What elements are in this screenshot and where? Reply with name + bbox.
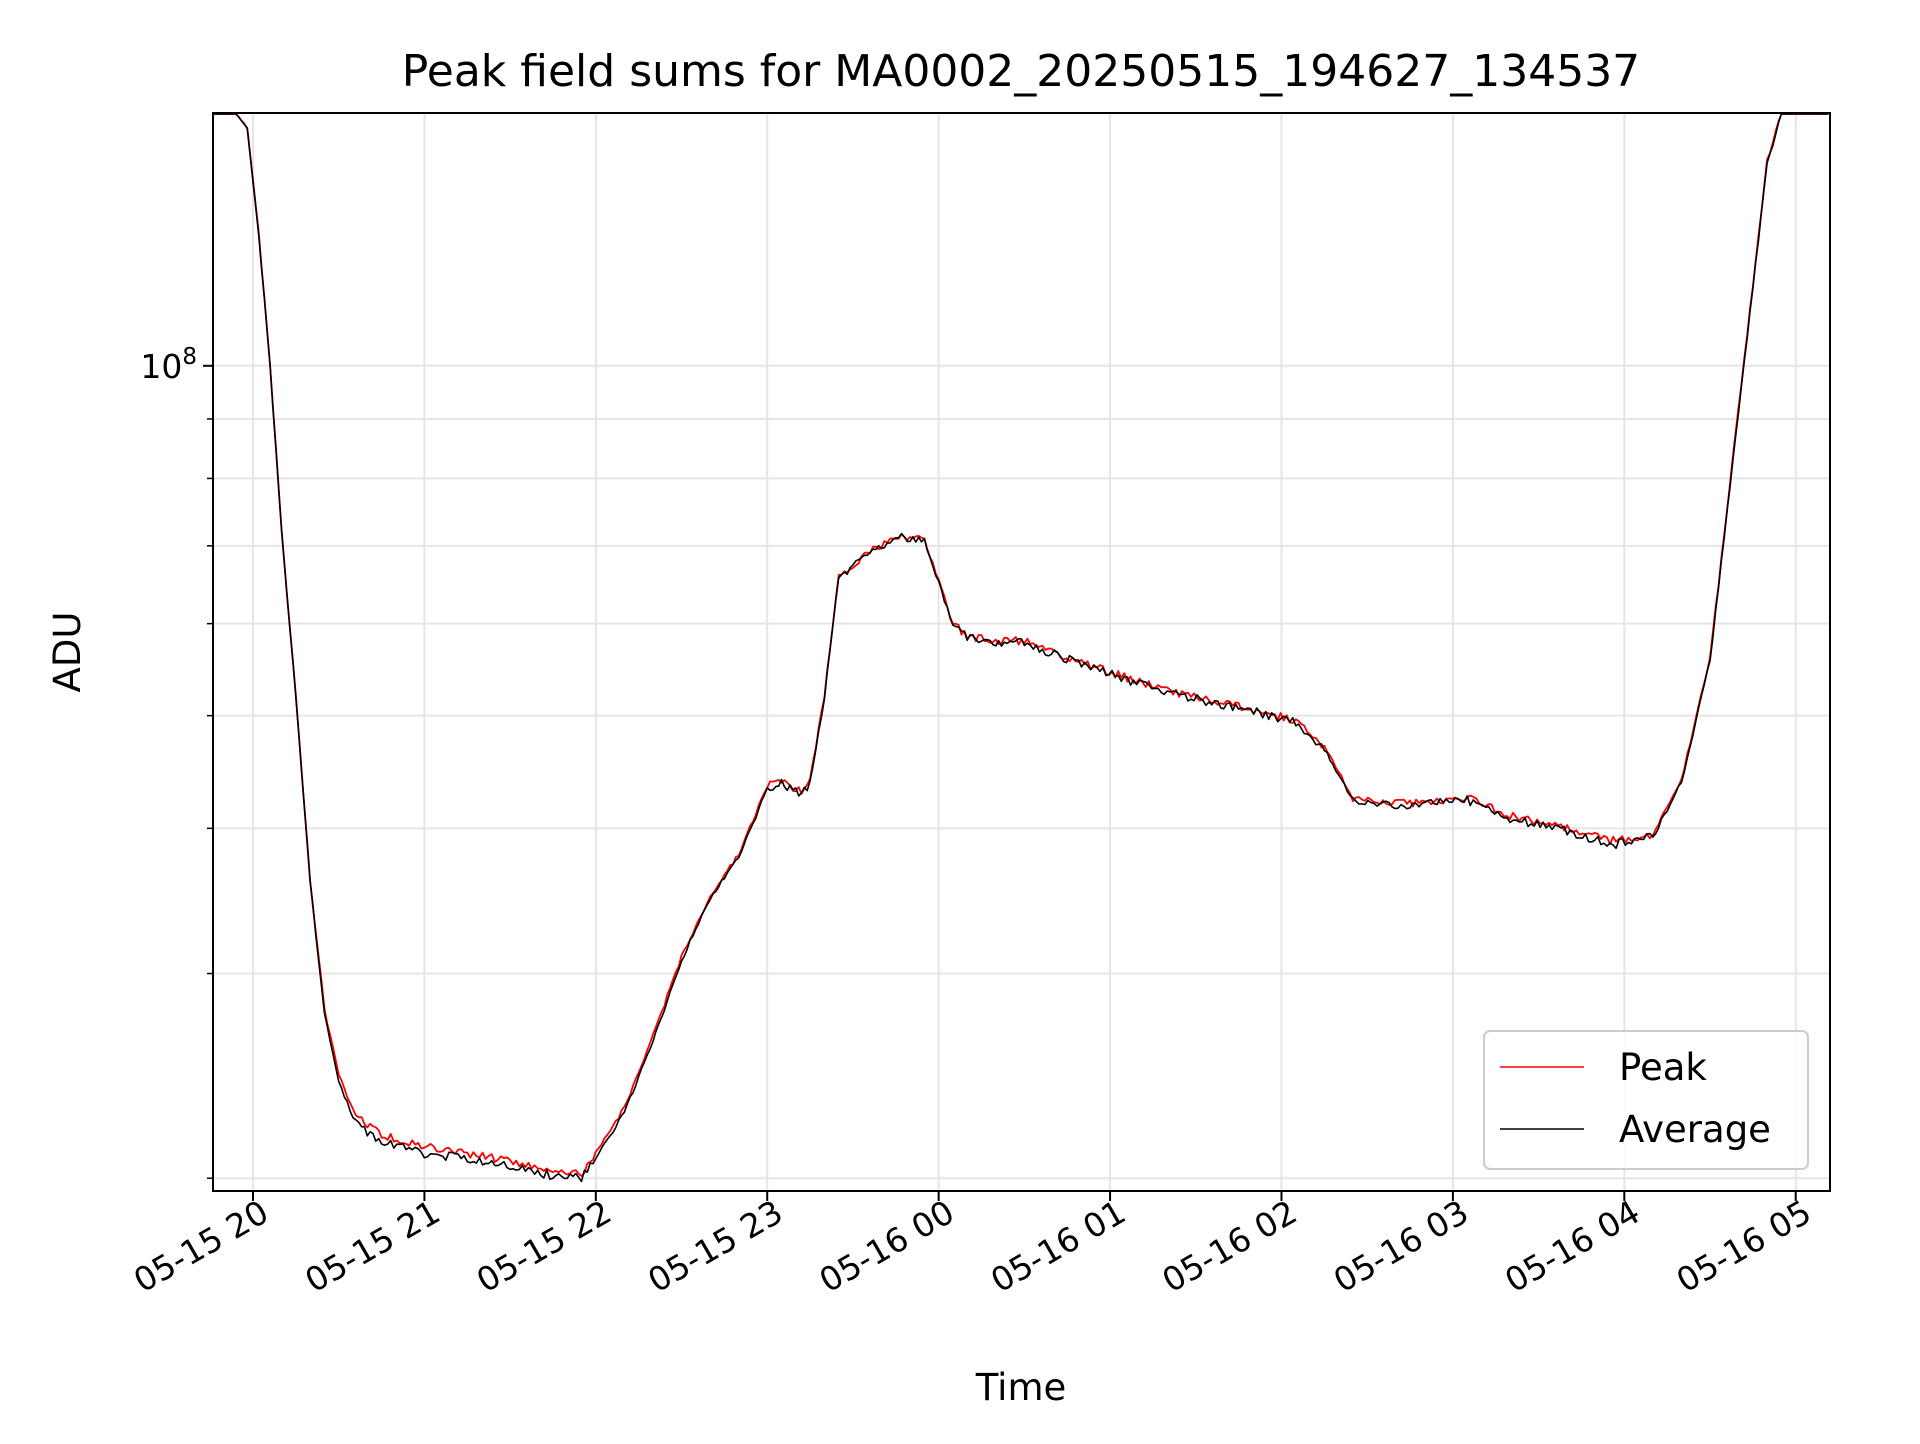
legend-average-label: Average — [1619, 1108, 1771, 1151]
series-line-average — [213, 112, 1831, 1183]
grid-lines — [213, 113, 1830, 1191]
y-tick-base: 10 — [140, 347, 182, 386]
plot-area-background — [213, 113, 1830, 1191]
legend-peak-label: Peak — [1619, 1046, 1707, 1089]
chart-title: Peak field sums for MA0002_20250515_1946… — [402, 46, 1640, 97]
plot-frame — [212, 112, 1831, 1192]
x-axis-label: Time — [975, 1366, 1067, 1409]
y-tick-label: 108 — [140, 344, 197, 386]
y-tick-exponent: 8 — [182, 344, 197, 370]
legend-box — [1483, 1030, 1809, 1170]
legend: Peak Average — [1483, 1030, 1809, 1170]
y-axis-label: ADU — [46, 612, 89, 693]
series-lines — [213, 112, 1831, 1183]
